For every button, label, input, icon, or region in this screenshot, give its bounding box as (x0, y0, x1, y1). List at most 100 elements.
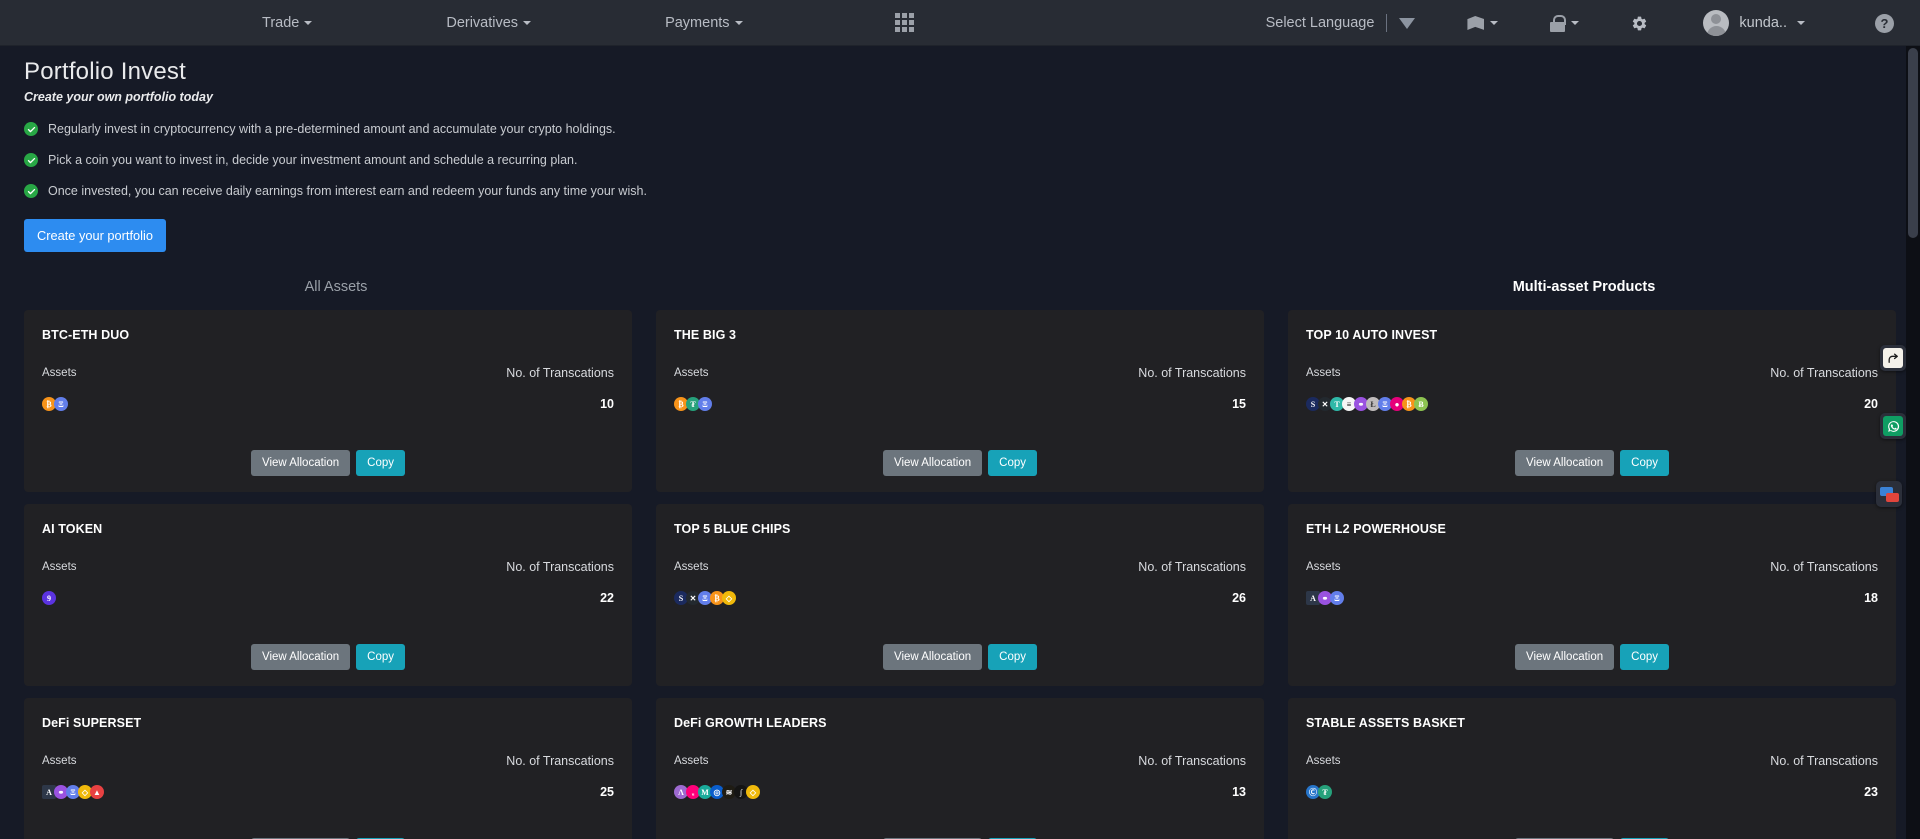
chevron-down-icon (1490, 21, 1499, 25)
floating-widget-stack (1876, 0, 1906, 507)
list-item: Once invested, you can receive daily ear… (24, 184, 1896, 198)
asset-coin-list: ₿ Ξ (42, 397, 68, 411)
portfolio-card: TOP 5 BLUE CHIPS Assets No. of Transcation… (656, 504, 1264, 686)
btc-icon: ₿ (1402, 397, 1416, 411)
avax-icon: ▲ (90, 785, 104, 799)
transaction-count: 20 (1864, 397, 1878, 411)
section-col-right: Multi-asset Products (1272, 278, 1896, 296)
chat-widget[interactable] (1876, 481, 1902, 507)
chevron-down-icon (1797, 21, 1805, 25)
bullet-text: Pick a coin you want to invest in, decid… (48, 153, 578, 167)
view-allocation-button[interactable]: View Allocation (882, 450, 983, 476)
grt-icon: ≋ (722, 785, 736, 799)
view-allocation-button[interactable]: View Allocation (250, 644, 351, 670)
link-icon: ⚭ (1318, 591, 1332, 605)
tab-multi-asset-products[interactable]: Multi-asset Products (1512, 279, 1656, 295)
portfolio-card: DeFi SUPERSET Assets No. of Transcations A ⚭… (24, 698, 632, 839)
copy-button[interactable]: Copy (356, 644, 405, 670)
help-circle-icon[interactable]: ? (1875, 13, 1894, 33)
section-tabs: All Assets Multi-asset Products (0, 278, 1920, 296)
portfolio-card: BTC-ETH DUO Assets No. of Transcations ₿ Ξ 10… (24, 310, 632, 492)
book-icon (1467, 16, 1484, 30)
create-portfolio-button[interactable]: Create your portfolio (24, 219, 166, 252)
assets-label: Assets (42, 367, 77, 379)
view-allocation-button[interactable]: View Allocation (1514, 644, 1615, 670)
whatsapp-widget[interactable] (1880, 413, 1906, 439)
portfolio-card: STABLE ASSETS BASKET Assets No. of Transca… (1288, 698, 1896, 839)
transaction-count: 23 (1864, 785, 1878, 799)
nav-item-payments[interactable]: Payments (653, 15, 754, 31)
portfolio-card-title: TOP 10 AUTO INVEST (1306, 328, 1438, 342)
scrollbar-thumb[interactable] (1908, 48, 1918, 238)
bch-icon: Ƀ (1414, 397, 1428, 411)
view-allocation-button[interactable]: View Allocation (1514, 450, 1615, 476)
copy-button[interactable]: Copy (988, 450, 1037, 476)
transaction-count: 18 (1864, 591, 1878, 605)
bnb-icon: ◇ (746, 785, 760, 799)
card-values-row: S ✕ Ξ ₿ ◇ 26 (674, 591, 1246, 605)
check-circle-icon (24, 184, 38, 198)
portfolio-card: ETH L2 POWERHOUSE Assets No. of Transcatio… (1288, 504, 1896, 686)
feature-bullet-list: Regularly invest in cryptocurrency with … (24, 122, 1896, 198)
nav-item-label: Payments (665, 14, 730, 31)
dai-icon: ≡ (1342, 397, 1356, 411)
transaction-count: 13 (1232, 785, 1246, 799)
transactions-label: No. of Transcations (1138, 560, 1246, 574)
share-widget[interactable] (1880, 345, 1906, 371)
eth-icon: Ξ (698, 591, 712, 605)
asset-coin-list: Ⓒ ₮ (1306, 785, 1332, 799)
copy-button[interactable]: Copy (1620, 644, 1669, 670)
copy-button[interactable]: Copy (988, 644, 1037, 670)
wallet-menu-button[interactable] (1550, 14, 1580, 32)
ai-token-icon: 9 (42, 591, 56, 605)
copy-button[interactable]: Copy (1620, 450, 1669, 476)
check-circle-icon (24, 122, 38, 136)
bnb-icon: ◇ (78, 785, 92, 799)
nav-item-derivatives[interactable]: Derivatives (434, 15, 543, 31)
eth-icon: Ξ (66, 785, 80, 799)
copy-button[interactable]: Copy (356, 450, 405, 476)
tab-all-assets[interactable]: All Assets (304, 279, 368, 295)
bullet-text: Once invested, you can receive daily ear… (48, 184, 647, 198)
gear-icon[interactable] (1631, 15, 1648, 32)
transactions-label: No. of Transcations (1770, 560, 1878, 574)
chevron-down-icon[interactable] (1399, 17, 1416, 29)
portfolio-card: TOP 10 AUTO INVEST Assets No. of Transcati… (1288, 310, 1896, 492)
aave-icon: Λ (674, 785, 688, 799)
view-allocation-button[interactable]: View Allocation (882, 644, 983, 670)
comp-icon: ◎ (710, 785, 724, 799)
page-scrollbar[interactable] (1906, 46, 1920, 839)
assets-label: Assets (1306, 367, 1341, 379)
card-values-row: S ✕ T ≡ ⚭ Ł Ξ ● ₿ Ƀ 20 (1306, 397, 1878, 411)
arb-icon: A (42, 785, 56, 799)
page-subtitle: Create your own portfolio today (24, 90, 213, 104)
assets-label: Assets (674, 755, 709, 767)
chevron-down-icon (304, 20, 313, 25)
language-label: Select Language (1265, 15, 1375, 31)
asset-coin-list: ₿ ₮ Ξ (674, 397, 712, 411)
orderbook-menu-button[interactable] (1467, 16, 1499, 30)
grid-apps-icon[interactable] (894, 13, 914, 32)
user-menu[interactable]: kunda.. (1703, 10, 1805, 36)
whatsapp-icon (1883, 416, 1903, 436)
view-allocation-button[interactable]: View Allocation (250, 450, 351, 476)
card-column-headers: Assets No. of Transcations (42, 560, 614, 574)
portfolio-card-title: DeFi SUPERSET (42, 716, 142, 730)
mkr-icon: M (698, 785, 712, 799)
page-title: Portfolio Invest (24, 58, 186, 85)
user-name-label: kunda.. (1739, 15, 1787, 31)
portfolio-card-title: STABLE ASSETS BASKET (1306, 716, 1465, 730)
btc-icon: ₿ (674, 397, 688, 411)
nav-item-trade[interactable]: Trade (250, 15, 324, 31)
card-column-headers: Assets No. of Transcations (1306, 366, 1878, 380)
card-column-headers: Assets No. of Transcations (1306, 560, 1878, 574)
sol-icon: S (674, 591, 688, 605)
language-selector[interactable]: Select Language (1266, 14, 1416, 32)
assets-label: Assets (42, 561, 77, 573)
